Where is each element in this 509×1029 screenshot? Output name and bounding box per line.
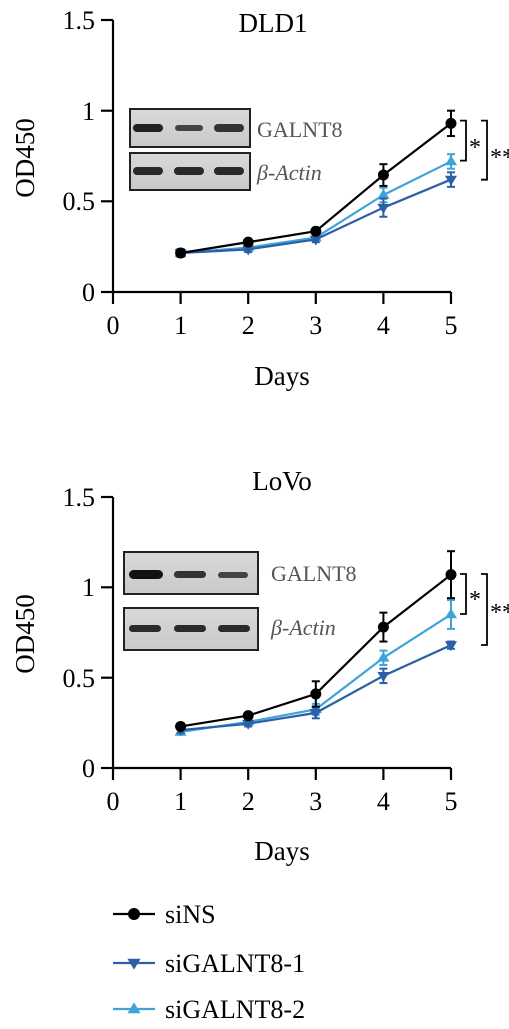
y-tick-label: 1.5: [63, 6, 96, 35]
x-tick-label: 3: [309, 787, 322, 816]
data-point: [377, 169, 389, 181]
data-point: [310, 688, 322, 700]
legend-label: siNS: [165, 900, 216, 929]
data-point: [377, 203, 390, 214]
y-tick-label: 1.5: [63, 483, 96, 512]
chart-title: DLD1: [239, 8, 308, 38]
data-point: [377, 651, 390, 662]
y-tick-label: 0.5: [63, 187, 96, 216]
blot-band: [129, 625, 161, 632]
data-point: [242, 236, 254, 248]
chart-lovo: 1.5 1 0.5 0 0 1 2 3 4 5 LoVo Days OD450 …: [10, 466, 509, 866]
x-tick-label: 4: [377, 787, 390, 816]
significance-marker: **: [490, 600, 509, 626]
significance-marker: *: [469, 587, 481, 613]
x-tick-label: 1: [174, 311, 187, 340]
blot-band: [133, 124, 163, 132]
x-tick-label: 4: [377, 311, 390, 340]
data-point: [444, 155, 458, 166]
blot-label-actin: β-Actin: [256, 160, 322, 185]
blot-label-actin: β-Actin: [270, 615, 336, 640]
significance-marker: **: [490, 600, 509, 626]
blot-band: [218, 625, 250, 632]
blot-band: [214, 167, 244, 175]
data-point: [444, 641, 458, 652]
axes: [101, 495, 453, 780]
data-point: [309, 235, 322, 246]
blot-band: [133, 167, 163, 175]
x-axis-label: Days: [254, 361, 310, 391]
blot-band: [175, 125, 203, 131]
x-tick-label: 3: [309, 311, 322, 340]
significance-marker: **: [490, 145, 509, 171]
plot-marks: [174, 550, 458, 737]
x-tick-label: 5: [445, 787, 458, 816]
y-axis-label: OD450: [10, 118, 40, 198]
data-point: [310, 225, 322, 237]
legend-item-sigalnt8-1: siGALNT8-1: [113, 949, 305, 978]
data-point: [242, 710, 254, 722]
legend-label: siGALNT8-1: [165, 949, 305, 978]
x-tick-label: 5: [445, 311, 458, 340]
western-blot-inset: GALNT8 β-Actin: [123, 551, 357, 651]
data-point: [377, 672, 390, 682]
y-axis-label: OD450: [10, 594, 40, 674]
data-point: [242, 245, 255, 256]
blot-band: [218, 572, 248, 578]
y-tick-label: 0.5: [63, 664, 96, 693]
legend-marker: [128, 908, 140, 920]
x-tick-label: 1: [174, 787, 187, 816]
y-tick-label: 0: [82, 754, 95, 783]
legend-marker: [127, 958, 141, 970]
legend-marker: [127, 1002, 141, 1014]
data-point: [445, 569, 457, 581]
western-blot-inset: GALNT8 β-Actin: [129, 108, 343, 191]
y-tick-label: 1: [82, 573, 95, 602]
x-tick-label: 2: [242, 311, 255, 340]
data-point: [445, 117, 457, 129]
x-tick-label: 2: [242, 787, 255, 816]
legend-item-sins: siNS: [113, 900, 216, 929]
data-point: [444, 608, 458, 619]
x-axis-label: Days: [254, 836, 310, 866]
blot-band: [174, 625, 206, 632]
blot-label-galnt8: GALNT8: [271, 561, 357, 586]
blot-band: [129, 570, 163, 579]
axes: [101, 18, 453, 304]
significance-brackets: [460, 573, 488, 646]
blot-band: [174, 167, 204, 175]
significance-marker: *: [469, 135, 481, 161]
blot-band: [214, 124, 244, 132]
data-point: [309, 709, 322, 719]
data-point: [444, 175, 458, 186]
data-point: [175, 247, 187, 259]
legend: siNS siGALNT8-1 siGALNT8-2: [113, 900, 305, 1024]
legend-label: siGALNT8-2: [165, 995, 305, 1024]
y-tick-label: 1: [82, 97, 95, 126]
significance-brackets: [460, 119, 488, 181]
legend-item-sigalnt8-2: siGALNT8-2: [113, 995, 305, 1024]
data-point: [175, 720, 187, 732]
data-point: [242, 719, 255, 730]
chart-title: LoVo: [252, 466, 312, 496]
y-tick-label: 0: [82, 278, 95, 307]
chart-dld1: 1.5 1 0.5 0 0 1 2 3 4 5 DLD1 Days OD450 …: [10, 6, 509, 391]
blot-label-galnt8: GALNT8: [257, 117, 343, 142]
plot-marks: [174, 109, 458, 260]
data-point: [377, 621, 389, 633]
x-tick-label: 0: [107, 311, 120, 340]
data-point: [377, 188, 390, 199]
blot-band: [174, 571, 206, 578]
x-tick-label: 0: [107, 787, 120, 816]
significance-marker: **: [490, 145, 509, 171]
